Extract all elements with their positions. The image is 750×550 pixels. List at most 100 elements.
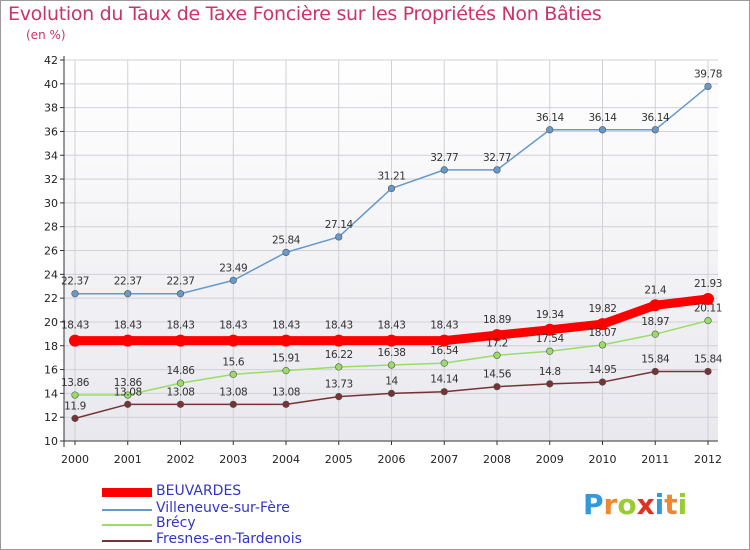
data-point — [69, 334, 81, 347]
data-point — [598, 341, 607, 349]
x-tick-label: 2011 — [641, 453, 669, 466]
data-label: 21.93 — [694, 278, 722, 290]
y-tick-label: 24 — [44, 268, 58, 281]
chart-title: Evolution du Taux de Taxe Foncière sur l… — [8, 3, 602, 25]
data-label: 22.37 — [114, 276, 142, 288]
data-point — [282, 248, 290, 257]
data-point — [124, 290, 132, 298]
data-label: 14.56 — [483, 369, 512, 381]
data-point — [598, 378, 607, 386]
data-point — [440, 166, 448, 174]
data-label: 14.86 — [166, 365, 195, 377]
data-point — [280, 334, 292, 347]
data-point — [493, 351, 501, 359]
data-point — [440, 359, 448, 367]
legend-swatch — [102, 509, 152, 511]
data-point — [493, 166, 501, 174]
data-label: 11.9 — [64, 400, 86, 412]
data-point — [71, 414, 79, 422]
data-label: 13.86 — [61, 377, 90, 389]
legend-label: Fresnes-en-Tardenois — [156, 531, 302, 547]
data-label: 13.08 — [272, 386, 300, 398]
y-tick-label: 10 — [44, 435, 58, 448]
data-point — [440, 388, 448, 396]
data-label: 15.84 — [641, 353, 670, 365]
x-tick-label: 2005 — [325, 453, 353, 466]
data-label: 31.21 — [377, 170, 405, 182]
data-label: 22.37 — [166, 276, 194, 288]
legend-swatch — [102, 524, 152, 526]
data-label: 25.84 — [272, 234, 301, 246]
y-tick-label: 28 — [44, 221, 58, 234]
data-label: 27.14 — [325, 219, 354, 231]
data-point — [124, 400, 132, 408]
data-label: 18.43 — [61, 320, 89, 332]
y-tick-label: 38 — [44, 102, 58, 115]
data-point — [387, 361, 396, 369]
data-label: 20.11 — [694, 303, 722, 315]
x-tick-label: 2012 — [694, 453, 722, 466]
legend-label: Brécy — [156, 515, 196, 531]
data-point — [176, 290, 185, 298]
y-tick-label: 18 — [44, 340, 58, 353]
data-point — [335, 233, 343, 241]
logo-letter: i — [654, 488, 665, 521]
y-tick-label: 16 — [44, 364, 58, 377]
y-tick-label: 30 — [44, 197, 58, 210]
data-label: 13.86 — [114, 377, 143, 389]
data-point — [651, 126, 659, 134]
data-label: 23.49 — [219, 262, 247, 274]
data-point — [596, 318, 609, 331]
data-point — [229, 276, 237, 284]
data-label: 13.08 — [166, 386, 194, 398]
data-label: 18.43 — [272, 320, 300, 332]
data-label: 15.84 — [694, 353, 723, 365]
data-point — [649, 299, 662, 312]
data-label: 32.77 — [483, 152, 511, 164]
logo-letter: t — [664, 488, 678, 521]
x-tick-label: 2001 — [114, 453, 142, 466]
data-point — [71, 290, 79, 298]
data-label: 17.54 — [536, 333, 565, 345]
x-tick-label: 2007 — [430, 453, 458, 466]
data-point — [71, 391, 79, 399]
data-point — [282, 400, 290, 408]
data-point — [176, 400, 185, 408]
data-label: 36.14 — [536, 112, 565, 124]
data-label: 13.08 — [219, 386, 247, 398]
data-point — [124, 391, 132, 399]
data-label: 18.43 — [325, 320, 353, 332]
data-label: 13.08 — [114, 386, 142, 398]
data-point — [651, 367, 659, 376]
logo-letter: o — [617, 488, 637, 521]
data-point — [121, 334, 134, 347]
data-label: 18.43 — [166, 320, 194, 332]
y-tick-label: 20 — [44, 316, 58, 329]
data-label: 39.78 — [694, 68, 722, 80]
y-tick-label: 32 — [44, 173, 58, 186]
y-tick-label: 26 — [44, 245, 58, 258]
data-point — [176, 379, 185, 387]
data-point — [704, 367, 712, 376]
data-label: 21.4 — [644, 284, 666, 296]
data-point — [543, 323, 556, 336]
data-label: 36.14 — [641, 112, 670, 124]
logo-letter: x — [636, 488, 655, 521]
y-tick-label: 14 — [44, 387, 58, 400]
logo-letter: P — [583, 488, 604, 521]
x-tick-label: 2008 — [483, 453, 511, 466]
data-point — [546, 380, 554, 388]
logo-letter: i — [677, 488, 688, 521]
y-tick-label: 34 — [44, 149, 58, 162]
data-label: 15.6 — [222, 356, 244, 368]
data-label: 16.54 — [430, 345, 459, 357]
data-label: 16.22 — [325, 349, 353, 361]
x-tick-label: 2002 — [167, 453, 195, 466]
x-tick-label: 2004 — [272, 453, 300, 466]
data-label: 18.89 — [483, 314, 511, 326]
data-point — [174, 334, 187, 347]
data-label: 32.77 — [430, 152, 458, 164]
legend-swatch — [102, 540, 152, 542]
data-point — [387, 184, 396, 193]
legend-label: Villeneuve-sur-Fère — [156, 500, 290, 516]
